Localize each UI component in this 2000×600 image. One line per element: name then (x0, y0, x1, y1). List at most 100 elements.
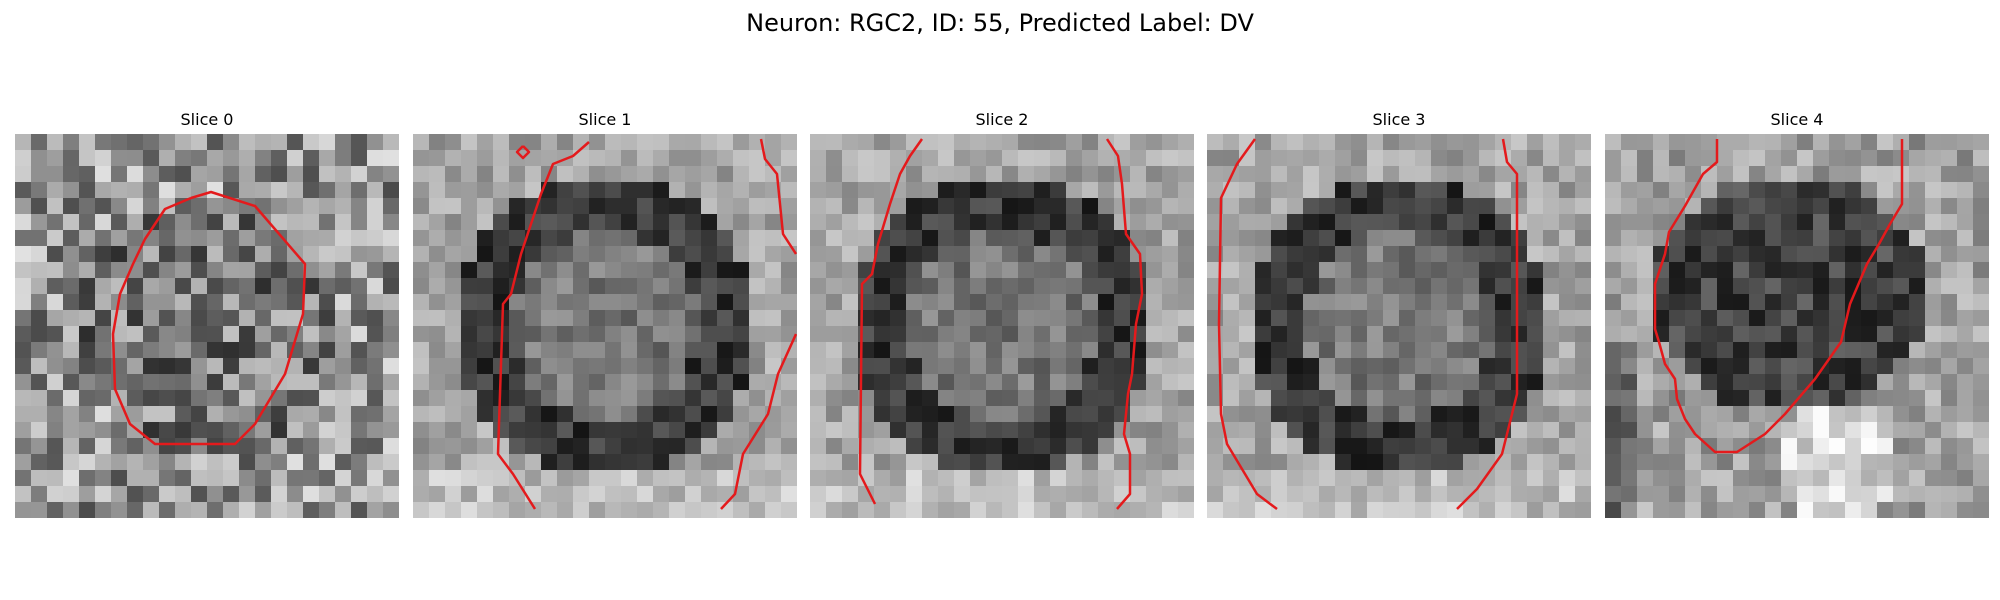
image-pixel (938, 358, 955, 375)
image-pixel (986, 230, 1003, 247)
image-pixel (351, 342, 368, 359)
image-pixel (1287, 214, 1304, 231)
image-pixel (1861, 326, 1878, 343)
image-pixel (255, 486, 272, 503)
image-pixel (1255, 278, 1272, 295)
image-pixel (477, 390, 494, 407)
image-pixel (1018, 182, 1035, 199)
image-pixel (986, 134, 1003, 151)
image-pixel (1733, 486, 1750, 503)
image-pixel (541, 358, 558, 375)
image-pixel (1511, 486, 1528, 503)
image-pixel (335, 326, 352, 343)
image-pixel (810, 262, 827, 279)
image-pixel (637, 422, 654, 439)
image-pixel (1893, 310, 1910, 327)
image-pixel (1845, 422, 1862, 439)
image-pixel (1685, 294, 1702, 311)
image-pixel (1829, 390, 1846, 407)
image-pixel (669, 358, 686, 375)
image-pixel (1335, 134, 1352, 151)
image-pixel (890, 326, 907, 343)
image-pixel (1701, 310, 1718, 327)
image-pixel (1002, 454, 1019, 471)
image-pixel (1829, 310, 1846, 327)
image-pixel (1178, 294, 1194, 311)
image-pixel (749, 214, 766, 231)
image-pixel (319, 262, 336, 279)
image-pixel (749, 230, 766, 247)
image-pixel (765, 422, 782, 439)
image-pixel (1319, 342, 1336, 359)
image-pixel (826, 294, 843, 311)
image-pixel (986, 326, 1003, 343)
image-pixel (637, 406, 654, 423)
image-pixel (63, 358, 80, 375)
image-pixel (207, 422, 224, 439)
image-pixel (1178, 374, 1194, 391)
image-pixel (15, 326, 32, 343)
image-pixel (1909, 262, 1926, 279)
image-pixel (1162, 310, 1179, 327)
image-pixel (637, 214, 654, 231)
image-pixel (1495, 470, 1512, 487)
image-pixel (1717, 422, 1734, 439)
image-pixel (111, 310, 128, 327)
image-pixel (207, 374, 224, 391)
image-pixel (1207, 470, 1224, 487)
image-pixel (858, 246, 875, 263)
image-pixel (159, 358, 176, 375)
image-pixel (1383, 278, 1400, 295)
image-pixel (303, 246, 320, 263)
image-pixel (191, 406, 208, 423)
image-pixel (970, 310, 987, 327)
image-pixel (1479, 454, 1496, 471)
image-pixel (781, 470, 797, 487)
image-pixel (701, 182, 718, 199)
image-pixel (765, 230, 782, 247)
slice-image (810, 134, 1194, 518)
image-pixel (255, 182, 272, 199)
image-pixel (1002, 214, 1019, 231)
image-pixel (15, 134, 32, 151)
image-pixel (717, 358, 734, 375)
image-pixel (1146, 326, 1163, 343)
image-pixel (1717, 342, 1734, 359)
image-pixel (1463, 166, 1480, 183)
image-pixel (95, 262, 112, 279)
image-pixel (717, 214, 734, 231)
image-pixel (1367, 326, 1384, 343)
image-pixel (1130, 166, 1147, 183)
image-pixel (1685, 150, 1702, 167)
image-pixel (303, 278, 320, 295)
image-pixel (1527, 310, 1544, 327)
image-pixel (1335, 358, 1352, 375)
image-pixel (287, 278, 304, 295)
image-pixel (621, 310, 638, 327)
image-pixel (79, 406, 96, 423)
image-pixel (826, 198, 843, 215)
image-pixel (1877, 198, 1894, 215)
image-pixel (31, 438, 48, 455)
image-pixel (271, 150, 288, 167)
image-pixel (1447, 342, 1464, 359)
image-pixel (223, 246, 240, 263)
image-pixel (1066, 438, 1083, 455)
image-pixel (1543, 470, 1560, 487)
image-pixel (1605, 230, 1622, 247)
image-pixel (842, 390, 859, 407)
image-pixel (717, 438, 734, 455)
image-pixel (1543, 438, 1560, 455)
image-pixel (1765, 150, 1782, 167)
image-pixel (1351, 486, 1368, 503)
image-pixel (826, 278, 843, 295)
image-pixel (858, 470, 875, 487)
image-pixel (1223, 326, 1240, 343)
image-pixel (1605, 438, 1622, 455)
image-pixel (842, 486, 859, 503)
image-pixel (1925, 278, 1942, 295)
image-pixel (1543, 214, 1560, 231)
image-pixel (1685, 486, 1702, 503)
image-pixel (1543, 310, 1560, 327)
image-pixel (1495, 358, 1512, 375)
